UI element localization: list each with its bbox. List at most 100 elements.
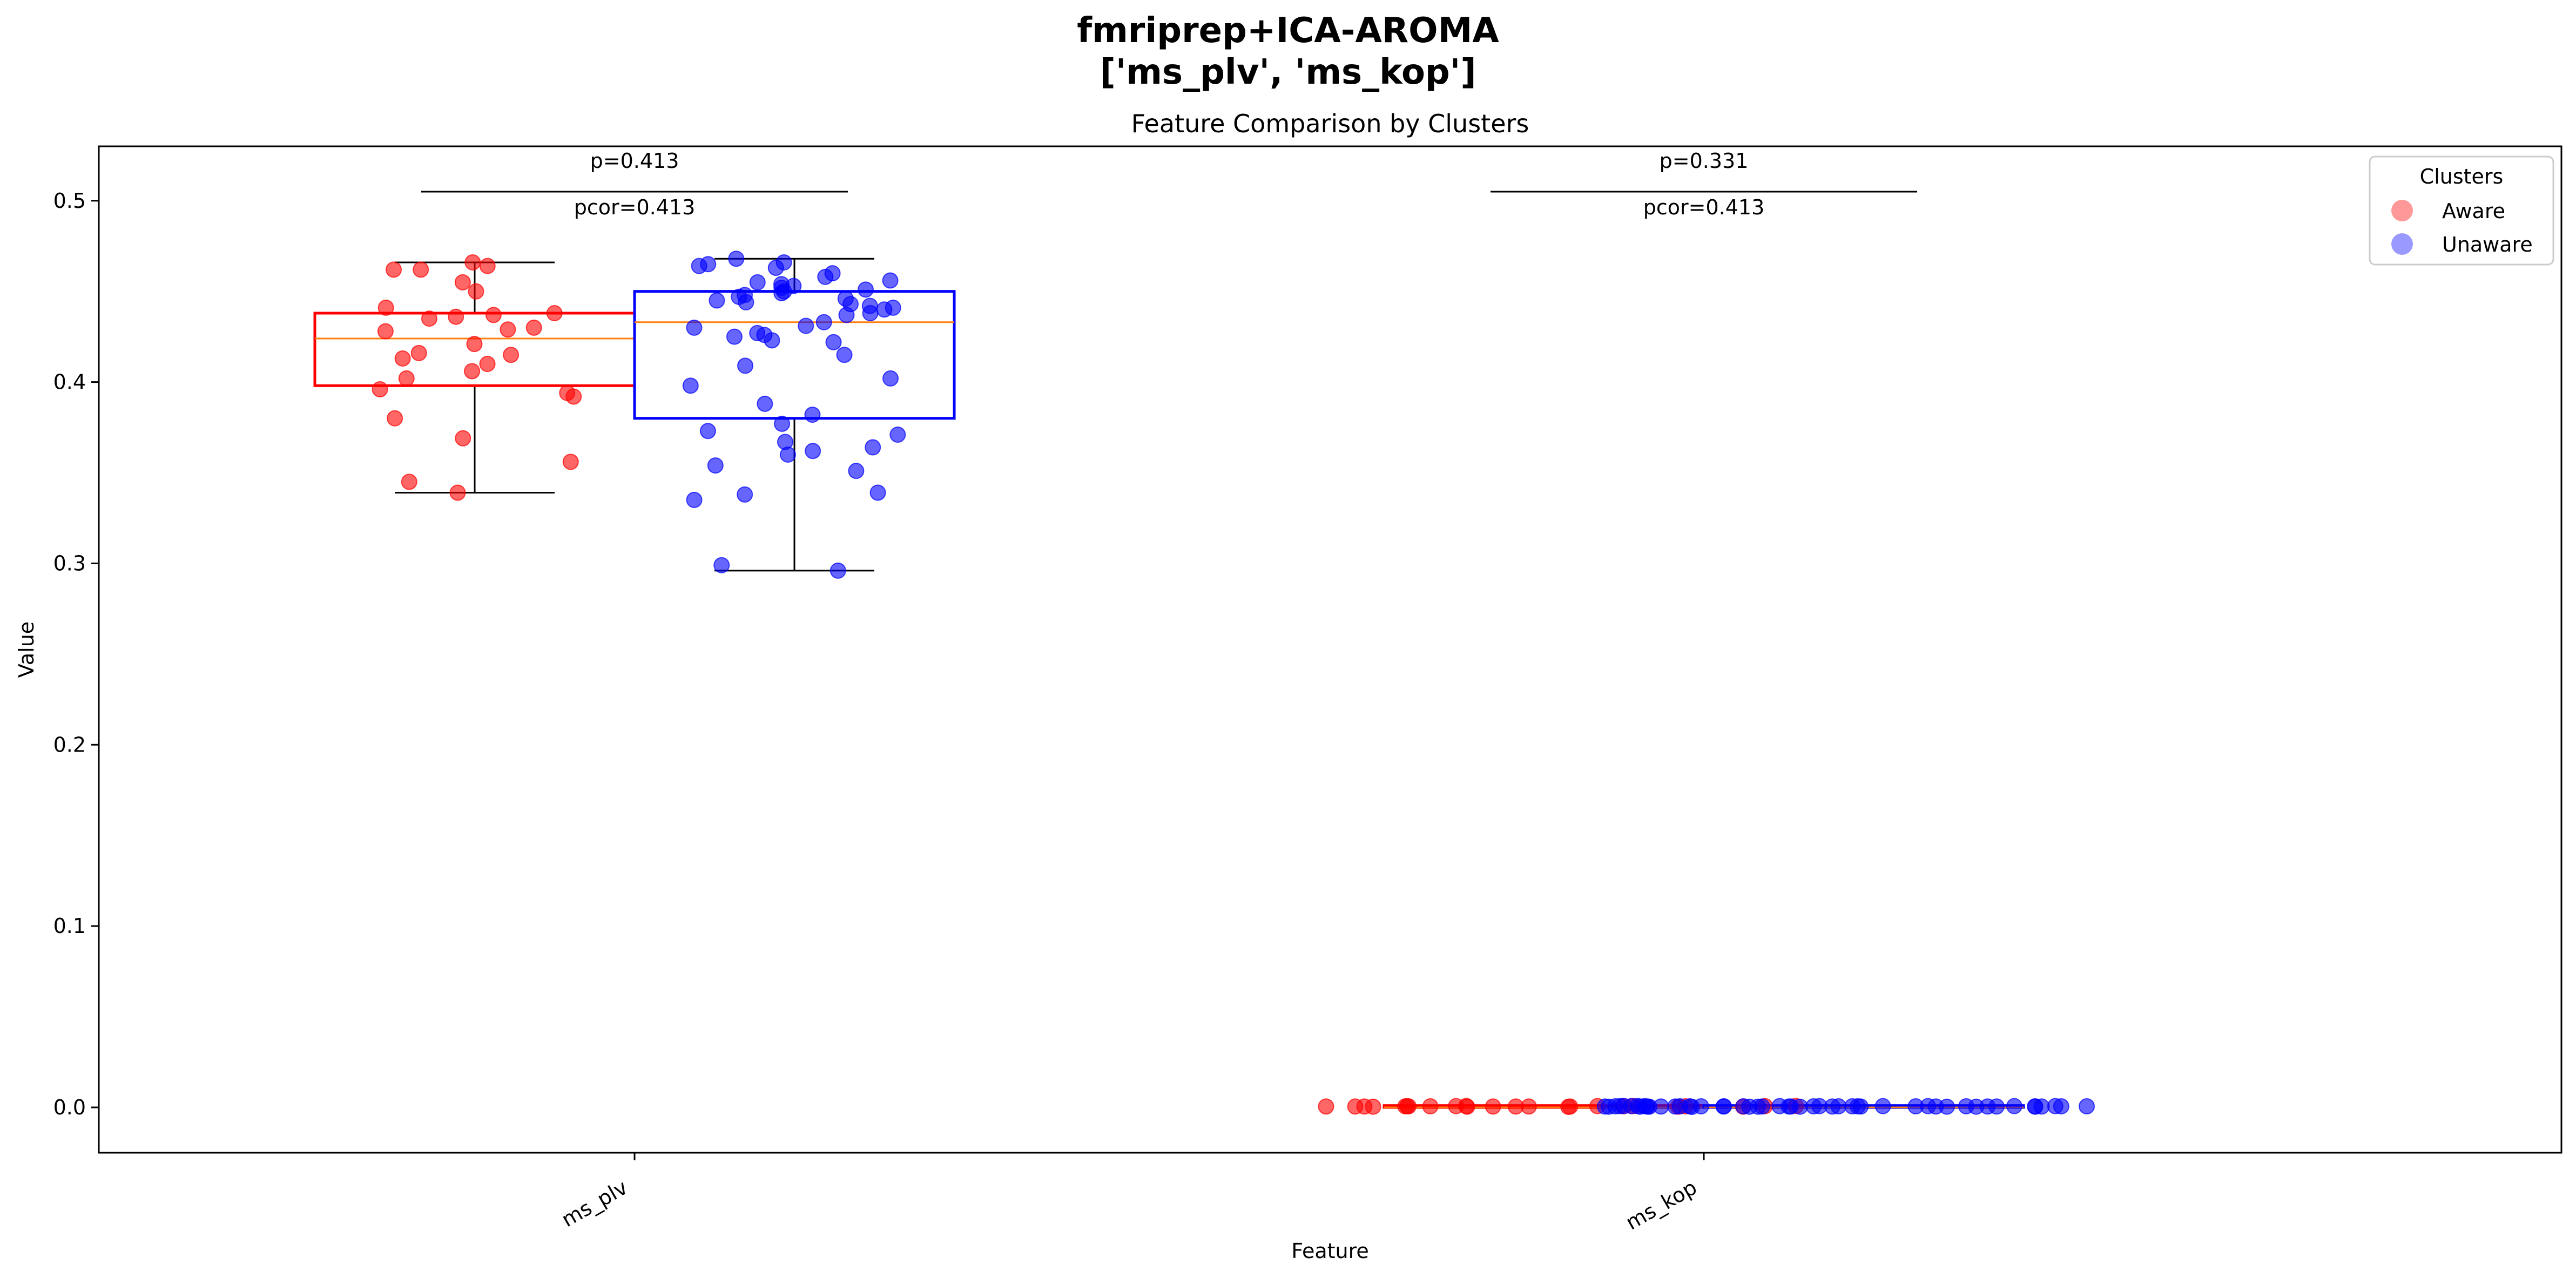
data-point-unaware [817, 268, 834, 285]
data-point-aware [1347, 1098, 1364, 1115]
data-point-unaware [848, 463, 865, 479]
data-point-unaware [1844, 1098, 1860, 1115]
data-point-unaware [857, 281, 874, 298]
data-point-aware [562, 454, 579, 470]
data-point-aware [372, 381, 388, 398]
data-point-aware [1422, 1098, 1439, 1115]
y-tick-label: 0.4 [53, 370, 86, 394]
data-point-unaware [882, 370, 899, 387]
data-point-aware [479, 258, 496, 274]
legend-marker-unaware [2391, 233, 2413, 255]
data-point-aware [455, 430, 471, 447]
data-point-unaware [2079, 1098, 2095, 1115]
data-point-unaware [774, 415, 791, 432]
legend: Clusters Aware Unaware [2369, 155, 2554, 266]
data-point-unaware [779, 446, 796, 463]
y-tick-label: 0.1 [53, 914, 86, 938]
data-point-unaware [1907, 1098, 1924, 1115]
data-point-unaware [2053, 1098, 2069, 1115]
x-axis-label: Feature [1291, 1239, 1369, 1263]
data-point-aware [377, 323, 394, 340]
data-point-unaware [876, 301, 893, 318]
legend-entry-aware: Aware [2442, 199, 2505, 223]
data-point-unaware [686, 319, 703, 336]
data-point-aware [464, 254, 481, 271]
data-point-unaware [737, 486, 753, 503]
data-point-unaware [773, 285, 790, 302]
y-axis: 0.0 0.1 0.2 0.3 0.4 0.5 [53, 189, 99, 1119]
y-axis-label: Value [15, 621, 38, 678]
data-point-aware [448, 308, 464, 325]
data-point-unaware [1611, 1098, 1628, 1114]
data-point-unaware [830, 562, 846, 579]
data-point-aware [503, 347, 520, 363]
data-point-unaware [2006, 1098, 2022, 1114]
pcor-value-label: pcor=0.413 [1643, 195, 1765, 219]
legend-marker-aware [2391, 200, 2413, 221]
data-point-unaware [865, 439, 881, 456]
data-point-unaware [1716, 1098, 1732, 1115]
data-point-unaware [707, 457, 724, 474]
data-point-unaware [699, 423, 716, 439]
data-point-unaware [798, 317, 814, 334]
data-point-aware [1520, 1098, 1537, 1115]
data-point-aware [1560, 1099, 1577, 1115]
data-point-unaware [1692, 1098, 1709, 1115]
data-point-aware [377, 299, 394, 316]
data-point-unaware [691, 258, 707, 274]
data-point-aware [410, 344, 427, 361]
data-point-unaware [882, 272, 899, 289]
data-point-unaware [726, 328, 743, 345]
data-point-aware [546, 305, 563, 321]
data-point-unaware [1735, 1098, 1752, 1115]
data-point-unaware [825, 334, 842, 350]
data-point-aware [449, 484, 466, 501]
data-point-aware [1485, 1098, 1501, 1115]
data-point-unaware [838, 307, 855, 323]
y-tick-label: 0.3 [53, 551, 86, 575]
data-point-aware [394, 350, 411, 367]
data-point-unaware [1653, 1098, 1669, 1115]
data-point-aware [479, 356, 496, 373]
data-point-unaware [804, 407, 821, 423]
data-point-unaware [815, 314, 832, 330]
data-point-unaware [728, 251, 745, 267]
data-point-unaware [757, 395, 773, 412]
data-point-aware [525, 319, 542, 336]
data-point-unaware [862, 305, 879, 321]
data-point-unaware [869, 484, 886, 501]
data-point-aware [500, 321, 516, 338]
y-tick-label: 0.5 [53, 189, 86, 213]
data-point-unaware [1927, 1098, 1944, 1115]
data-point-aware [398, 370, 415, 387]
data-point-unaware [1874, 1098, 1891, 1114]
data-point-aware [454, 274, 471, 290]
p-value-label: p=0.413 [590, 149, 679, 173]
axes-frame [98, 145, 2562, 1154]
x-axis: ms_plv ms_kop [557, 1153, 1705, 1235]
data-point-aware [565, 388, 582, 405]
data-point-aware [1318, 1098, 1334, 1115]
data-point-aware [464, 363, 481, 380]
data-point-unaware [767, 260, 784, 276]
data-point-unaware [686, 491, 703, 508]
data-point-aware [1458, 1098, 1475, 1114]
box-unaware-ms_plv [633, 290, 956, 420]
plot-area: p=0.413 pcor=0.413 p=0.331 pcor=0.413 [313, 149, 2095, 1115]
legend-frame [2369, 155, 2554, 266]
data-point-unaware [836, 347, 853, 363]
data-point-unaware [682, 377, 699, 394]
data-point-unaware [1754, 1098, 1770, 1115]
data-point-aware [468, 283, 484, 300]
data-point-aware [485, 307, 502, 323]
p-value-label: p=0.331 [1660, 149, 1749, 173]
data-point-unaware [749, 274, 766, 290]
data-point-aware [413, 261, 429, 278]
data-point-unaware [709, 292, 725, 309]
data-point-aware [1399, 1098, 1415, 1115]
data-point-aware [387, 410, 403, 427]
data-point-unaware [764, 332, 780, 349]
axes-title: Feature Comparison by Clusters [1131, 109, 1529, 138]
legend-title: Clusters [2420, 165, 2504, 188]
x-tick-label: ms_plv [557, 1175, 631, 1232]
